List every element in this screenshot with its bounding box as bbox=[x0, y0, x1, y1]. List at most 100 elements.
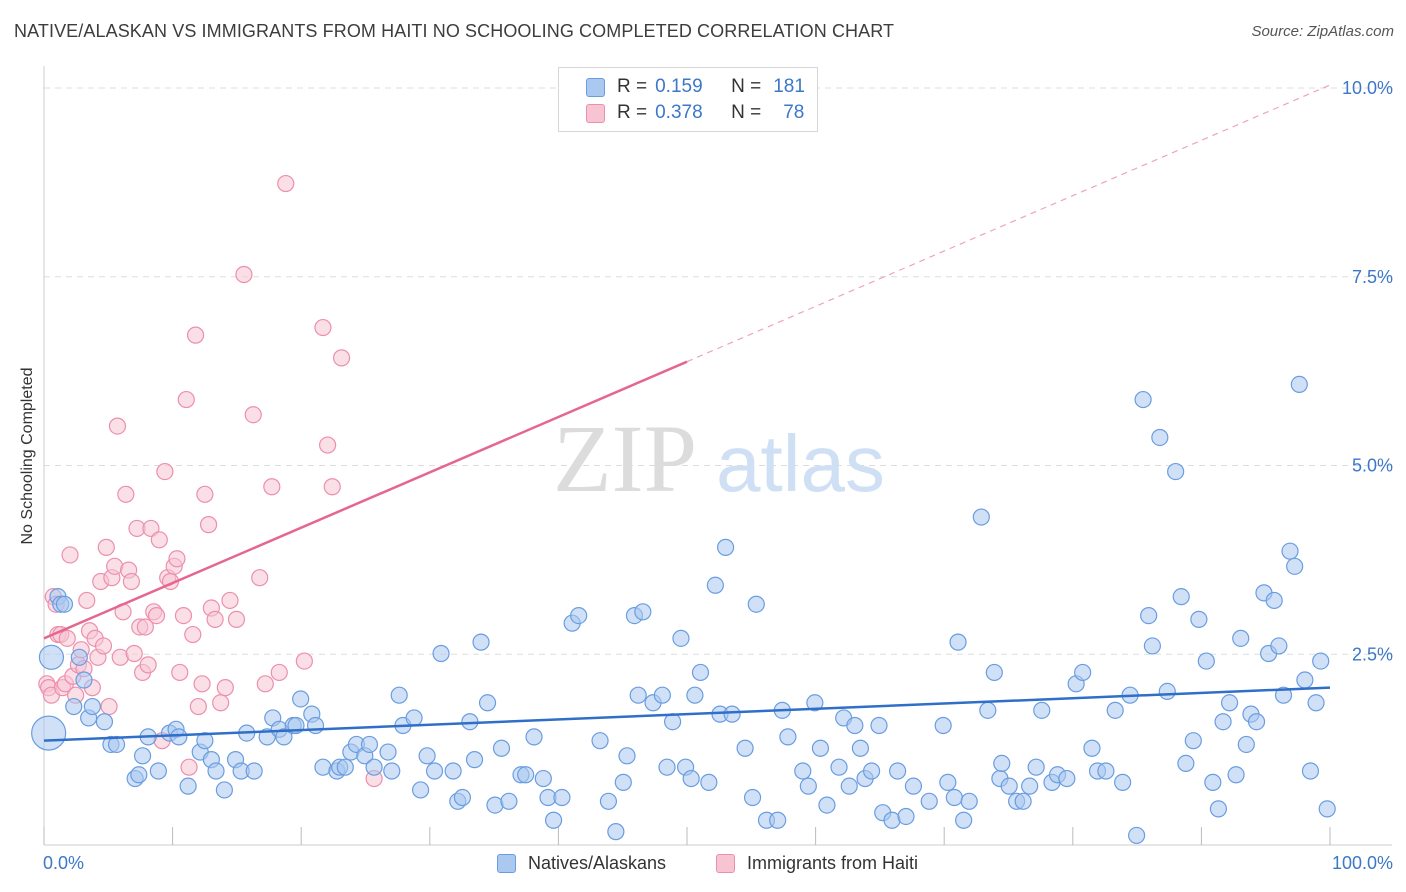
point-native bbox=[870, 716, 888, 735]
point-haiti bbox=[125, 644, 143, 663]
point-native bbox=[306, 716, 325, 735]
legend-swatch-natives bbox=[497, 854, 516, 873]
trend-lines bbox=[43, 84, 1331, 742]
point-native bbox=[1247, 713, 1266, 731]
point-native bbox=[960, 792, 978, 810]
point-native bbox=[945, 788, 963, 807]
point-native bbox=[1237, 735, 1255, 754]
point-native bbox=[1265, 591, 1283, 610]
point-native bbox=[544, 811, 563, 829]
point-native bbox=[939, 773, 957, 791]
correlation-legend: R = 0.159 N = 181 R = 0.378 N = 78 bbox=[558, 67, 818, 132]
point-native bbox=[1312, 652, 1330, 670]
point-native bbox=[691, 663, 710, 682]
point-native bbox=[618, 747, 636, 765]
point-native bbox=[811, 739, 830, 757]
point-native bbox=[525, 728, 543, 746]
point-native bbox=[682, 769, 700, 788]
point-haiti bbox=[147, 606, 166, 625]
point-native bbox=[794, 762, 812, 780]
point-native bbox=[591, 732, 609, 750]
point-native bbox=[1000, 777, 1018, 795]
point-native bbox=[215, 781, 233, 799]
point-native bbox=[700, 773, 718, 791]
point-haiti bbox=[244, 406, 262, 424]
point-native bbox=[769, 811, 787, 829]
point-native bbox=[779, 728, 797, 746]
point-native bbox=[1127, 826, 1146, 845]
point-native bbox=[716, 538, 735, 556]
point-haiti bbox=[171, 663, 189, 682]
point-native bbox=[1286, 557, 1304, 575]
point-haiti bbox=[251, 569, 269, 587]
point-native bbox=[1097, 762, 1115, 780]
grid bbox=[44, 87, 1392, 655]
series-haiti-points bbox=[38, 174, 383, 788]
point-haiti bbox=[235, 265, 253, 284]
watermark-atlas: atlas bbox=[716, 419, 885, 508]
point-native bbox=[1014, 792, 1032, 810]
x-tick-label-min: 0.0% bbox=[43, 853, 84, 873]
y-tick-label: 2.5% bbox=[1352, 644, 1393, 664]
legend-row-natives: R = 0.159 N = 181 bbox=[586, 75, 805, 99]
trend-extension-haiti bbox=[686, 84, 1331, 363]
point-native bbox=[846, 716, 864, 735]
point-native bbox=[1114, 773, 1132, 791]
point-native bbox=[1232, 629, 1250, 647]
point-native bbox=[411, 781, 430, 799]
point-haiti bbox=[108, 417, 127, 435]
point-haiti bbox=[196, 485, 214, 503]
y-tick-label: 10.0% bbox=[1342, 78, 1393, 98]
point-haiti bbox=[256, 675, 274, 693]
point-native bbox=[634, 603, 652, 621]
point-native bbox=[949, 633, 967, 651]
axes bbox=[43, 66, 1392, 846]
point-native bbox=[723, 705, 741, 723]
point-native bbox=[478, 694, 497, 712]
trend-line-haiti bbox=[43, 360, 688, 640]
point-native bbox=[1227, 766, 1245, 784]
point-native bbox=[418, 747, 436, 765]
point-native bbox=[133, 747, 152, 765]
point-native bbox=[70, 648, 88, 666]
point-haiti bbox=[61, 546, 79, 564]
point-native bbox=[465, 751, 484, 769]
point-haiti bbox=[193, 675, 211, 693]
point-native bbox=[1184, 732, 1202, 750]
point-native bbox=[570, 606, 588, 625]
point-haiti bbox=[186, 326, 205, 344]
point-native bbox=[862, 762, 881, 780]
point-haiti bbox=[177, 390, 195, 409]
point-native bbox=[1296, 671, 1314, 689]
point-haiti bbox=[221, 591, 239, 610]
point-native bbox=[614, 773, 632, 791]
y-tick-label: 5.0% bbox=[1352, 456, 1393, 476]
point-haiti bbox=[150, 531, 168, 549]
point-native bbox=[818, 796, 836, 814]
point-native bbox=[1274, 686, 1293, 704]
point-native bbox=[444, 762, 462, 780]
point-native bbox=[1083, 739, 1101, 757]
point-native bbox=[1167, 462, 1185, 481]
point-native bbox=[1220, 694, 1239, 712]
point-haiti bbox=[168, 550, 186, 568]
legend-label-haiti: Immigrants from Haiti bbox=[747, 853, 919, 873]
point-native bbox=[292, 690, 310, 708]
point-native bbox=[1021, 777, 1039, 795]
point-native bbox=[1281, 542, 1299, 560]
point-haiti bbox=[122, 572, 141, 591]
point-native bbox=[897, 807, 915, 826]
point-native bbox=[453, 788, 472, 807]
point-haiti bbox=[319, 436, 337, 454]
point-native bbox=[979, 701, 997, 719]
point-native bbox=[1106, 701, 1124, 719]
point-native bbox=[1134, 390, 1152, 409]
point-native bbox=[245, 762, 263, 780]
point-native bbox=[379, 743, 397, 761]
point-native bbox=[196, 732, 214, 750]
point-haiti bbox=[97, 538, 115, 556]
point-native bbox=[425, 762, 444, 780]
point-haiti bbox=[139, 656, 157, 674]
point-native bbox=[1290, 375, 1308, 394]
point-native bbox=[1140, 606, 1158, 625]
